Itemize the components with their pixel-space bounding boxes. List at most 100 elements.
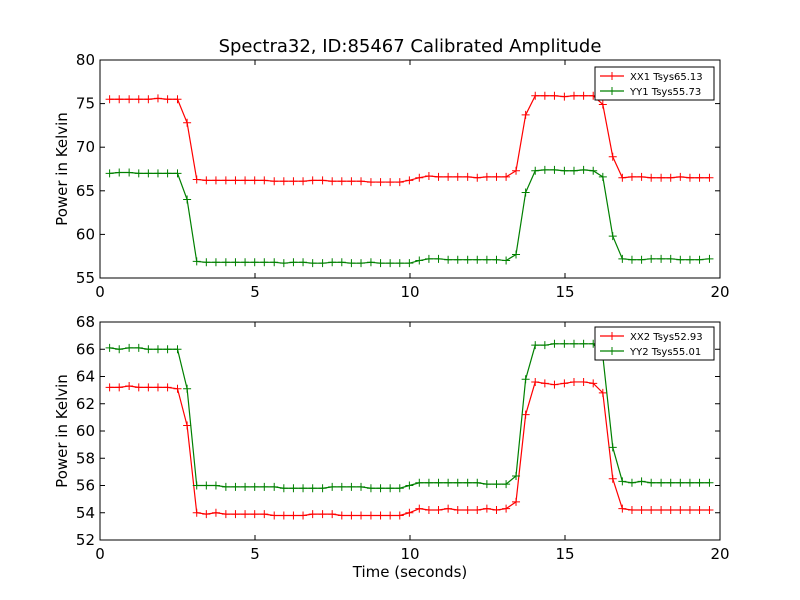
data-point	[521, 188, 530, 197]
y-tick-label: 62	[76, 395, 95, 413]
data-point	[521, 410, 530, 419]
data-point	[221, 510, 230, 519]
data-point	[270, 482, 279, 491]
data-point	[531, 166, 540, 175]
data-point	[540, 379, 549, 388]
data-point	[405, 481, 414, 490]
y-tick-label: 75	[76, 95, 95, 113]
data-point	[211, 176, 220, 185]
data-point	[512, 497, 521, 506]
data-point	[289, 484, 298, 493]
data-point	[512, 250, 521, 259]
data-point	[531, 91, 540, 100]
data-point	[163, 345, 172, 354]
data-point	[424, 506, 433, 515]
data-point	[231, 482, 240, 491]
y-tick-label: 64	[76, 368, 95, 386]
data-point	[163, 383, 172, 392]
x-tick-label: 5	[250, 545, 260, 563]
data-point	[463, 172, 472, 181]
data-point	[289, 258, 298, 267]
data-point	[144, 383, 153, 392]
data-point	[318, 510, 327, 519]
y-tick-label: 56	[76, 477, 95, 495]
data-point	[279, 484, 288, 493]
data-point	[337, 511, 346, 520]
data-point	[647, 254, 656, 263]
data-point	[376, 259, 385, 268]
data-point	[502, 504, 511, 513]
data-point	[366, 511, 375, 520]
data-point	[134, 383, 143, 392]
data-point	[105, 383, 114, 392]
x-tick-label: 10	[400, 283, 419, 301]
data-point	[144, 169, 153, 178]
data-point	[337, 258, 346, 267]
data-point	[376, 484, 385, 493]
data-point	[347, 177, 356, 186]
data-point	[289, 177, 298, 186]
data-point	[183, 384, 192, 393]
data-point	[337, 177, 346, 186]
legend-box	[594, 66, 715, 101]
data-point	[695, 255, 704, 264]
data-point	[676, 255, 685, 264]
data-point	[695, 478, 704, 487]
legend-label: YY1 Tsys55.73	[629, 87, 701, 98]
y-tick-label: 65	[76, 182, 95, 200]
data-point	[473, 173, 482, 182]
data-point	[241, 510, 250, 519]
y-tick-label: 66	[76, 340, 95, 358]
data-point	[627, 255, 636, 264]
data-point	[657, 254, 666, 263]
data-point	[637, 172, 646, 181]
data-point	[202, 176, 211, 185]
data-point	[608, 152, 617, 161]
data-point	[463, 506, 472, 515]
data-point	[666, 254, 675, 263]
data-point	[608, 474, 617, 483]
data-point	[647, 173, 656, 182]
data-point	[366, 258, 375, 267]
data-point	[618, 254, 627, 263]
y-tick-label: 70	[76, 138, 95, 156]
data-point	[357, 482, 366, 491]
data-point	[444, 478, 453, 487]
data-point	[211, 508, 220, 517]
data-point	[134, 343, 143, 352]
data-point	[444, 172, 453, 181]
data-point	[676, 478, 685, 487]
data-point	[434, 478, 443, 487]
legend-label: YY2 Tsys55.01	[629, 347, 701, 358]
data-point	[560, 339, 569, 348]
data-point	[376, 511, 385, 520]
data-point	[598, 100, 607, 109]
data-point	[386, 259, 395, 268]
data-point	[560, 379, 569, 388]
x-tick-label: 5	[250, 283, 260, 301]
legend-marker	[608, 347, 616, 355]
data-point	[357, 511, 366, 520]
data-point	[153, 94, 162, 103]
data-point	[598, 388, 607, 397]
data-point	[705, 506, 714, 515]
data-point	[192, 481, 201, 490]
data-point	[366, 178, 375, 187]
data-point	[695, 506, 704, 515]
data-point	[202, 258, 211, 267]
data-point	[221, 176, 230, 185]
x-tick-label: 20	[710, 283, 729, 301]
data-point	[105, 95, 114, 104]
data-point	[579, 91, 588, 100]
data-point	[260, 258, 269, 267]
x-tick-label: 15	[555, 283, 574, 301]
data-point	[173, 345, 182, 354]
y-tick-label: 60	[76, 422, 95, 440]
data-point	[405, 176, 414, 185]
data-point	[299, 258, 308, 267]
data-point	[415, 256, 424, 265]
data-point	[569, 91, 578, 100]
data-point	[569, 166, 578, 175]
data-point	[163, 95, 172, 104]
data-point	[153, 169, 162, 178]
